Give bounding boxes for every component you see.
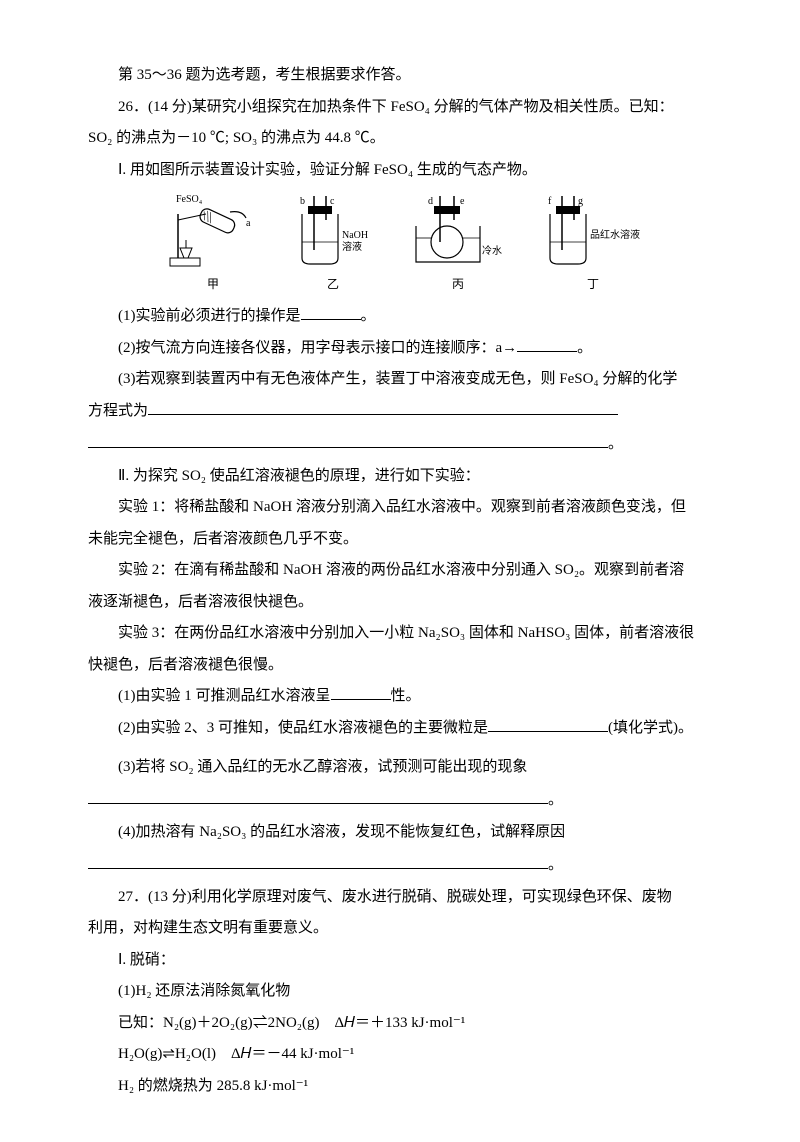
svg-text:e: e	[460, 196, 465, 207]
blank	[88, 432, 608, 448]
svg-text:溶液: 溶液	[342, 240, 362, 253]
blank	[88, 788, 548, 804]
exp3a: 实验 3：在两份品红水溶液中分别加入一小粒 Na₂SO₃ 固体和 NaHSO₃ …	[88, 618, 712, 650]
p2-q1-end: 性。	[391, 688, 421, 704]
svg-text:冷水: 冷水	[482, 244, 502, 257]
exp1a: 实验 1：将稀盐酸和 NaOH 溶液分别滴入品红水溶液中。观察到前者溶液颜色变浅…	[88, 492, 712, 524]
apparatus-ding: f g 品红水溶液 丁	[538, 192, 648, 297]
exp3b: 快褪色，后者溶液褪色很慢。	[88, 650, 712, 682]
q27-eq1: 已知：N₂(g)＋2O₂(g)⇌2NO₂(g) Δ𝐻＝＋133 kJ·mol⁻¹	[88, 1008, 712, 1040]
apparatus-yi: b c NaOH 溶液 乙	[288, 192, 378, 297]
p2-q3: (3)若将 SO₂ 通入品红的无水乙醇溶液，试预测可能出现的现象	[88, 752, 712, 784]
note-line: 第 35～36 题为选考题，考生根据要求作答。	[88, 60, 712, 92]
apparatus-diagram: FeSO₄ a 甲 b c	[88, 192, 712, 297]
p1-q1-end: 。	[361, 308, 376, 324]
p1-q1-text: (1)实验前必须进行的操作是	[118, 308, 301, 324]
apparatus-ding-caption: 丁	[587, 272, 599, 297]
p2-q2: (2)由实验 2、3 可推知，使品红水溶液褪色的主要微粒是 (填化学式)。	[88, 713, 712, 745]
blank	[488, 716, 608, 732]
p2-q2-text: (2)由实验 2、3 可推知，使品红水溶液褪色的主要微粒是	[118, 720, 488, 736]
p2-q1-text: (1)由实验 1 可推测品红水溶液呈	[118, 688, 331, 704]
apparatus-bing-caption: 丙	[452, 272, 464, 297]
blank	[331, 684, 391, 700]
svg-text:品红水溶液: 品红水溶液	[590, 228, 640, 241]
p1-q2: (2)按气流方向连接各仪器，用字母表示接口的连接顺序：a→ 。	[88, 333, 712, 365]
blank	[301, 304, 361, 320]
apparatus-bing: d e 冷水 丙	[408, 192, 508, 297]
p1-q1: (1)实验前必须进行的操作是 。	[88, 301, 712, 333]
q26-lead: 26．(14 分)某研究小组探究在加热条件下 FeSO₄ 分解的气体产物及相关性…	[88, 92, 712, 124]
svg-text:d: d	[428, 196, 433, 207]
q27-s1: Ⅰ. 脱硝：	[88, 945, 712, 977]
p1-q3a: (3)若观察到装置丙中有无色液体产生，装置丁中溶液变成无色，则 FeSO₄ 分解…	[88, 364, 712, 396]
part1-head: Ⅰ. 用如图所示装置设计实验，验证分解 FeSO₄ 生成的气态产物。	[88, 155, 712, 187]
p2-q4: (4)加热溶有 Na₂SO₃ 的品红水溶液，发现不能恢复红色，试解释原因	[88, 817, 712, 849]
exp2a: 实验 2：在滴有稀盐酸和 NaOH 溶液的两份品红水溶液中分别通入 SO₂。观察…	[88, 555, 712, 587]
part2-head: Ⅱ. 为探究 SO₂ 使品红溶液褪色的原理，进行如下实验：	[88, 461, 712, 493]
p1-q3c-end: 。	[608, 436, 623, 452]
blank	[88, 853, 548, 869]
blank	[517, 336, 577, 352]
q27-eq2: H₂O(g)⇌H₂O(l) Δ𝐻＝－44 kJ·mol⁻¹	[88, 1039, 712, 1071]
p1-q3b-text: 方程式为	[88, 403, 148, 419]
svg-text:b: b	[300, 196, 305, 207]
q26-known: SO₂ 的沸点为－10 ℃; SO₃ 的沸点为 44.8 ℃。	[88, 123, 712, 155]
q27-lead-a: 27．(13 分)利用化学原理对废气、废水进行脱硝、脱碳处理，可实现绿色环保、废…	[88, 882, 712, 914]
apparatus-jia-caption: 甲	[207, 272, 219, 297]
p1-q2-text: (2)按气流方向连接各仪器，用字母表示接口的连接顺序：a→	[118, 340, 517, 356]
q27-s2: (1)H₂ 还原法消除氮氧化物	[88, 976, 712, 1008]
p2-q3-end: 。	[548, 792, 563, 808]
svg-text:f: f	[548, 196, 552, 207]
svg-text:NaOH: NaOH	[342, 230, 368, 241]
q27-eq3: H₂ 的燃烧热为 285.8 kJ·mol⁻¹	[88, 1071, 712, 1103]
p1-q3b: 方程式为	[88, 396, 712, 428]
apparatus-jia: FeSO₄ a 甲	[168, 192, 258, 297]
exp1b: 未能完全褪色，后者溶液颜色几乎不变。	[88, 524, 712, 556]
blank	[148, 399, 618, 415]
exp2b: 液逐渐褪色，后者溶液很快褪色。	[88, 587, 712, 619]
q27-lead-b: 利用，对构建生态文明有重要意义。	[88, 913, 712, 945]
svg-text:c: c	[330, 196, 335, 207]
p2-q1: (1)由实验 1 可推测品红水溶液呈 性。	[88, 681, 712, 713]
p1-q2-end: 。	[577, 340, 592, 356]
p2-q4-end: 。	[548, 857, 563, 873]
svg-text:g: g	[578, 196, 583, 207]
svg-text:a: a	[246, 218, 251, 229]
p2-q2-end: (填化学式)。	[608, 720, 693, 736]
apparatus-yi-caption: 乙	[327, 272, 339, 297]
svg-text:FeSO₄: FeSO₄	[176, 194, 203, 205]
